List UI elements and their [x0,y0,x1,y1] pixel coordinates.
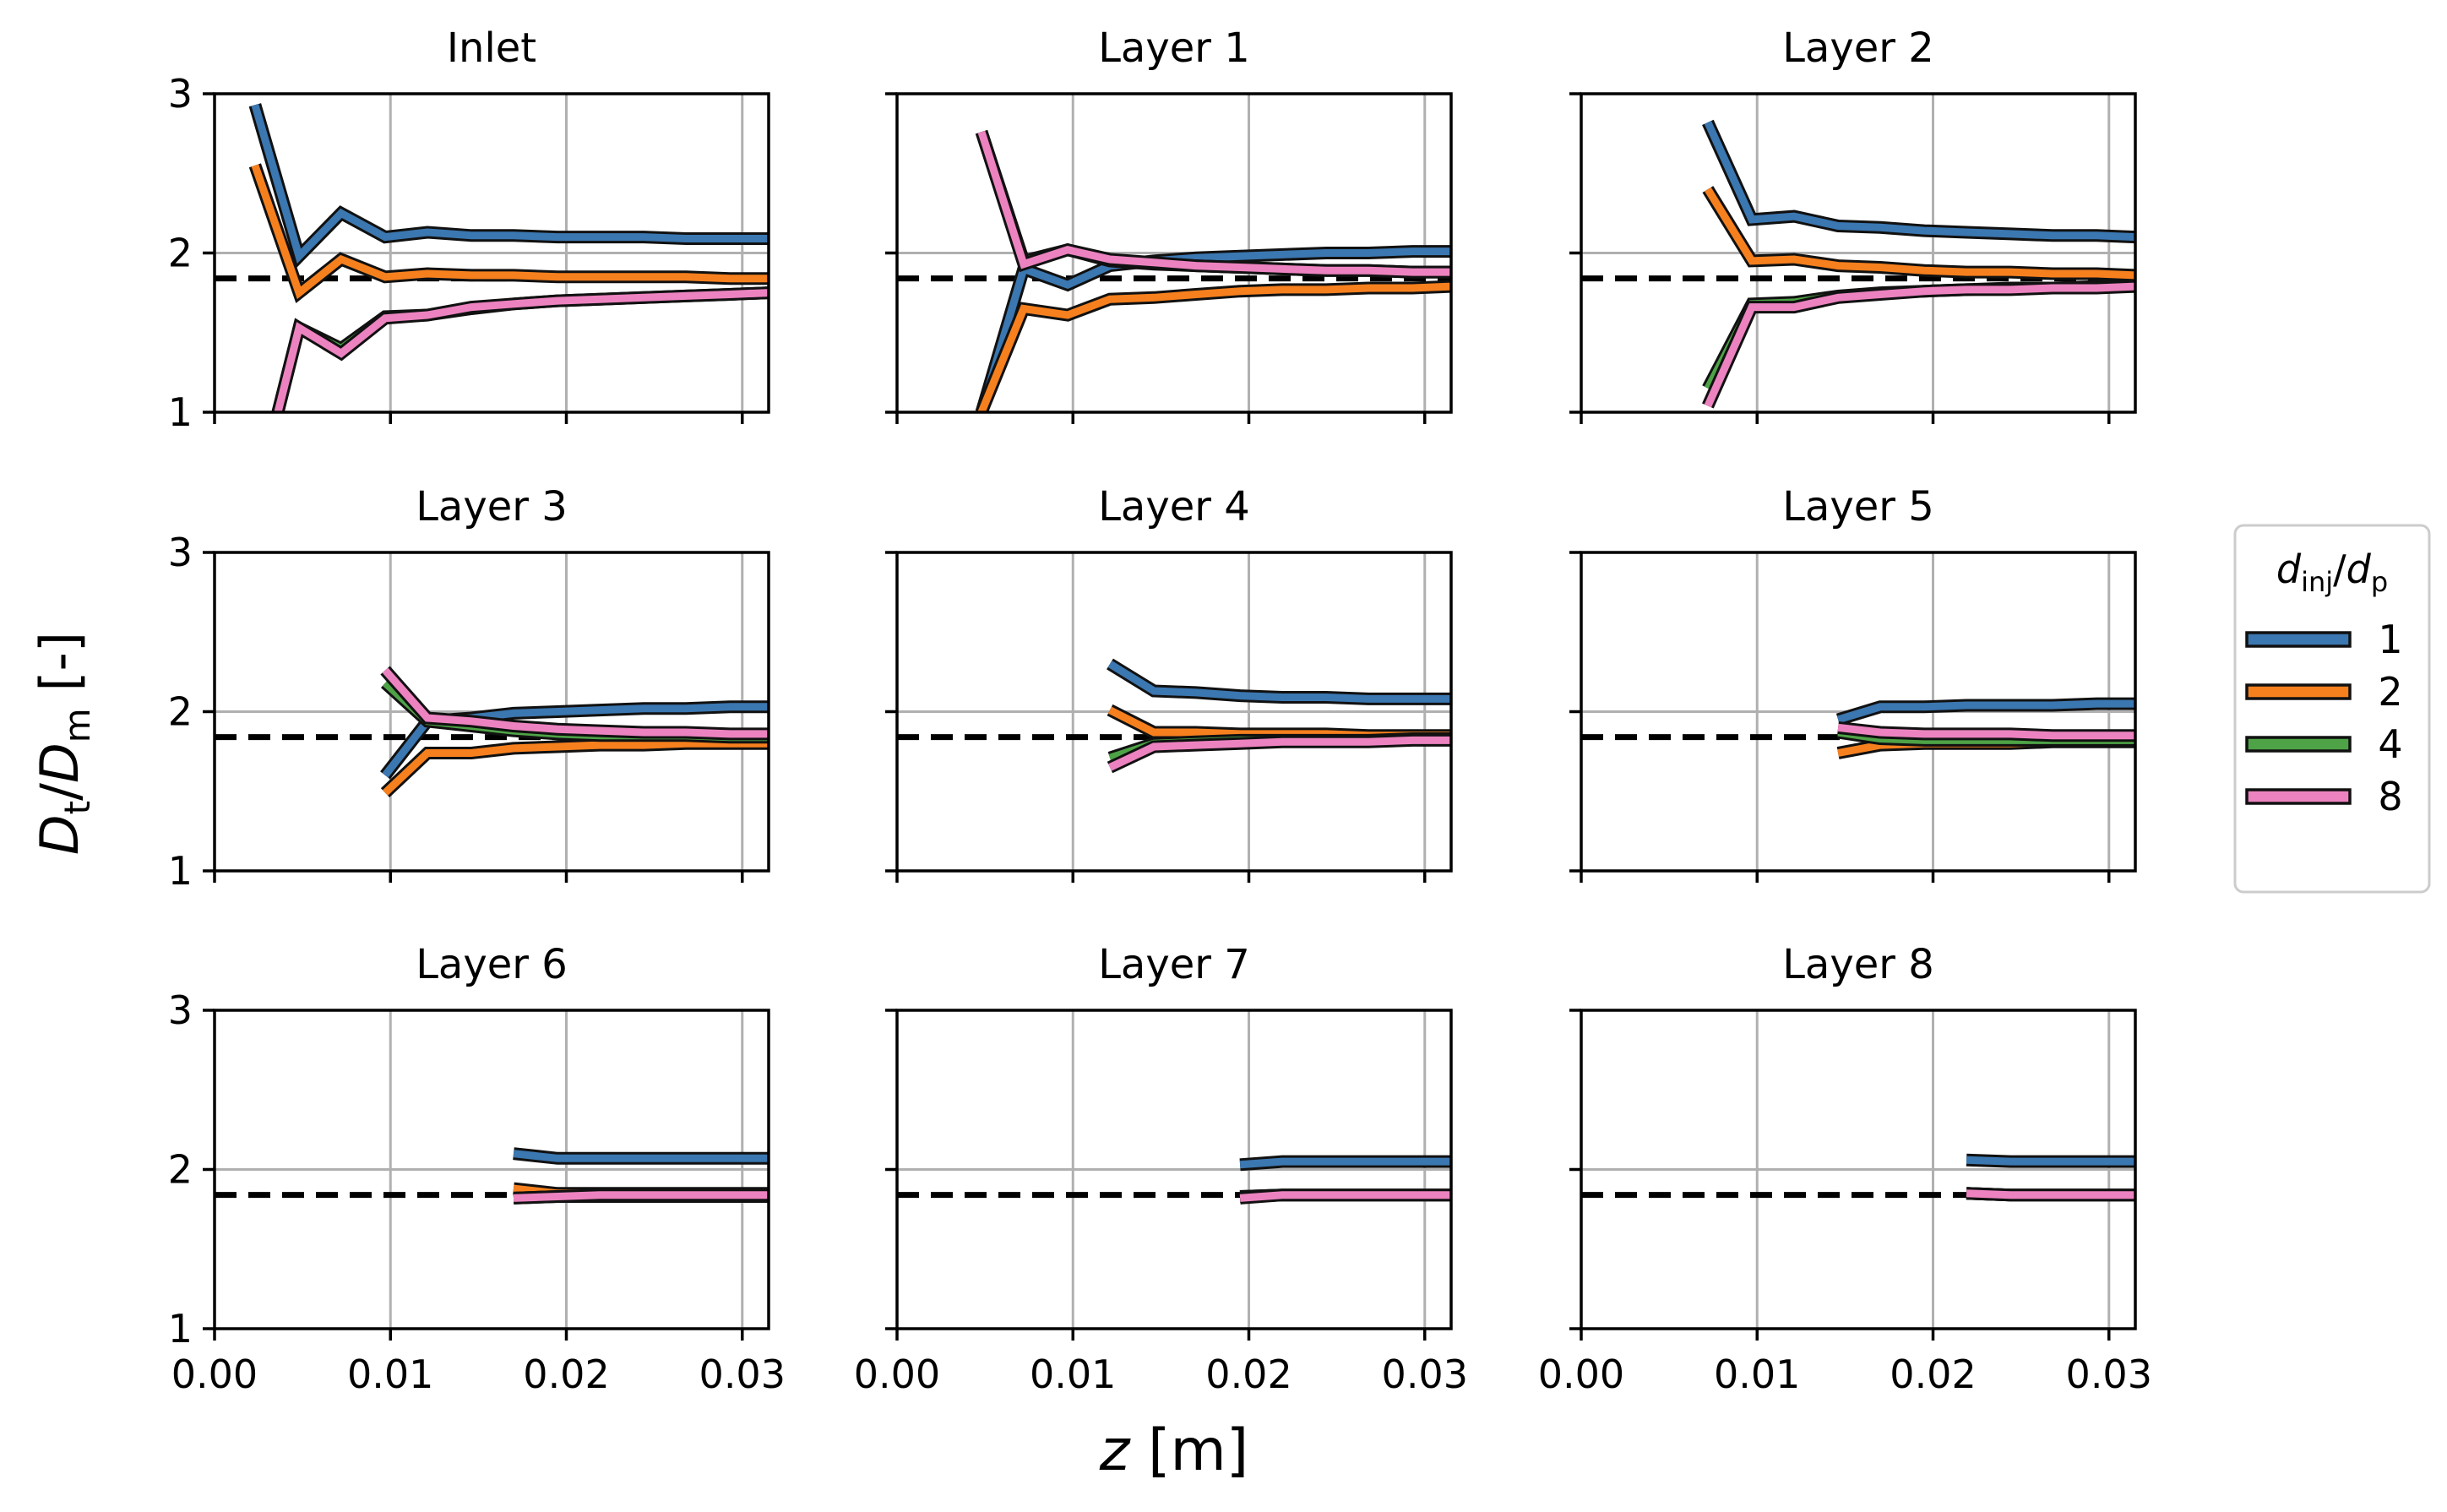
legend-label-4: 4 [2378,721,2402,767]
y-tick-label: 2 [168,689,193,735]
panel-7: Layer 7 0.00 0.01 0.02 0.03 [854,941,1468,1397]
panels: Inlet 1 2 3 Layer 1 Layer 2 Layer 3 1 2 3 Layer 4 L… [168,24,2152,1397]
x-tick-label: 0.02 [1205,1352,1291,1397]
series-8-line [382,667,769,738]
series-group [975,129,1451,412]
series-8-line [1239,1191,1451,1202]
x-tick-label: 0.01 [347,1352,433,1397]
y-tick-label: 1 [168,389,193,435]
panel-title: Layer 5 [1782,483,1934,530]
legend: dinj/dp 1 2 4 8 [2233,524,2431,894]
series-8-line [274,289,769,412]
series-2-outline [976,280,1451,412]
x-tick-label: 0.01 [1030,1352,1116,1397]
series-1-line [1239,1157,1451,1169]
series-8-line [513,1191,769,1202]
x-axis-label: z [m] [1099,1417,1249,1484]
legend-swatch-1 [2245,631,2352,648]
y-tick-label: 2 [168,231,193,276]
series-8-outline [271,286,769,412]
series-group [1835,697,2135,759]
series-2-line [251,164,769,300]
y-tick-label: 1 [168,848,193,894]
panel-0: Inlet 1 2 3 [168,24,770,435]
x-tick-label: 0.03 [699,1352,786,1397]
y-tick-label: 2 [168,1147,193,1193]
panel-5: Layer 5 [1569,483,2137,883]
legend-title: dinj/dp [2276,547,2388,598]
x-tick-label: 0.02 [523,1352,609,1397]
panel-title: Layer 2 [1782,24,1934,72]
panel-4: Layer 4 [885,483,1453,883]
series-1-line [251,103,769,264]
series-2-line [977,282,1451,412]
y-tick-label: 1 [168,1306,193,1352]
legend-swatch-4 [2245,736,2352,753]
series-group [513,1147,769,1205]
x-tick-label: 0.00 [171,1352,258,1397]
series-1-line [1836,699,2135,724]
series-1-line [1107,661,1451,703]
legend-label-8: 8 [2378,774,2402,819]
series-2-line [1705,187,2135,280]
x-tick-label: 0.03 [2066,1352,2152,1397]
series-1-line [513,1150,769,1162]
series-8-line [1704,282,2135,408]
series-group [1239,1155,1451,1205]
panel-3: Layer 3 1 2 3 [168,483,770,894]
y-tick-label: 3 [168,987,193,1033]
panel-title: Inlet [447,24,536,72]
series-8-line [977,130,1451,276]
panel-1: Layer 1 [885,24,1453,424]
legend-label-2: 2 [2378,669,2402,715]
series-2-line [382,739,769,796]
series-1-line [1966,1156,2135,1166]
panel-title: Layer 4 [1098,483,1250,530]
series-group [380,666,769,798]
panel-title: Layer 3 [416,483,568,530]
y-axis-label: Dt/Dm [-] [29,632,98,855]
x-tick-label: 0.03 [1382,1352,1468,1397]
legend-swatch-8 [2245,788,2352,805]
panel-title: Layer 8 [1782,941,1934,988]
x-tick-label: 0.00 [1538,1352,1624,1397]
series-group [248,103,769,412]
series-group [1702,119,2135,409]
panel-6: Layer 6 1 2 3 0.00 0.01 0.02 0.03 [168,941,786,1397]
series-8-line [1966,1189,2135,1199]
series-group [1107,658,1451,774]
series-1-line [977,247,1451,412]
x-tick-label: 0.02 [1890,1352,1976,1397]
y-tick-label: 3 [168,530,193,575]
panel-title: Layer 7 [1098,941,1250,988]
legend-entries: 1 2 4 8 [2245,617,2403,819]
panel-title: Layer 1 [1098,24,1250,72]
series-8-line [1837,723,2135,740]
series-group [1966,1153,2135,1202]
x-tick-label: 0.00 [854,1352,940,1397]
x-tick-label: 0.01 [1714,1352,1800,1397]
y-tick-label: 3 [168,71,193,117]
panel-2: Layer 2 [1569,24,2137,424]
legend-swatch-2 [2245,683,2352,700]
legend-label-1: 1 [2378,617,2402,662]
series-8-line [1108,736,1451,771]
series-1-line [1704,121,2135,242]
panel-title: Layer 6 [416,941,568,988]
panel-8: Layer 8 0.00 0.01 0.02 0.03 [1538,941,2152,1397]
